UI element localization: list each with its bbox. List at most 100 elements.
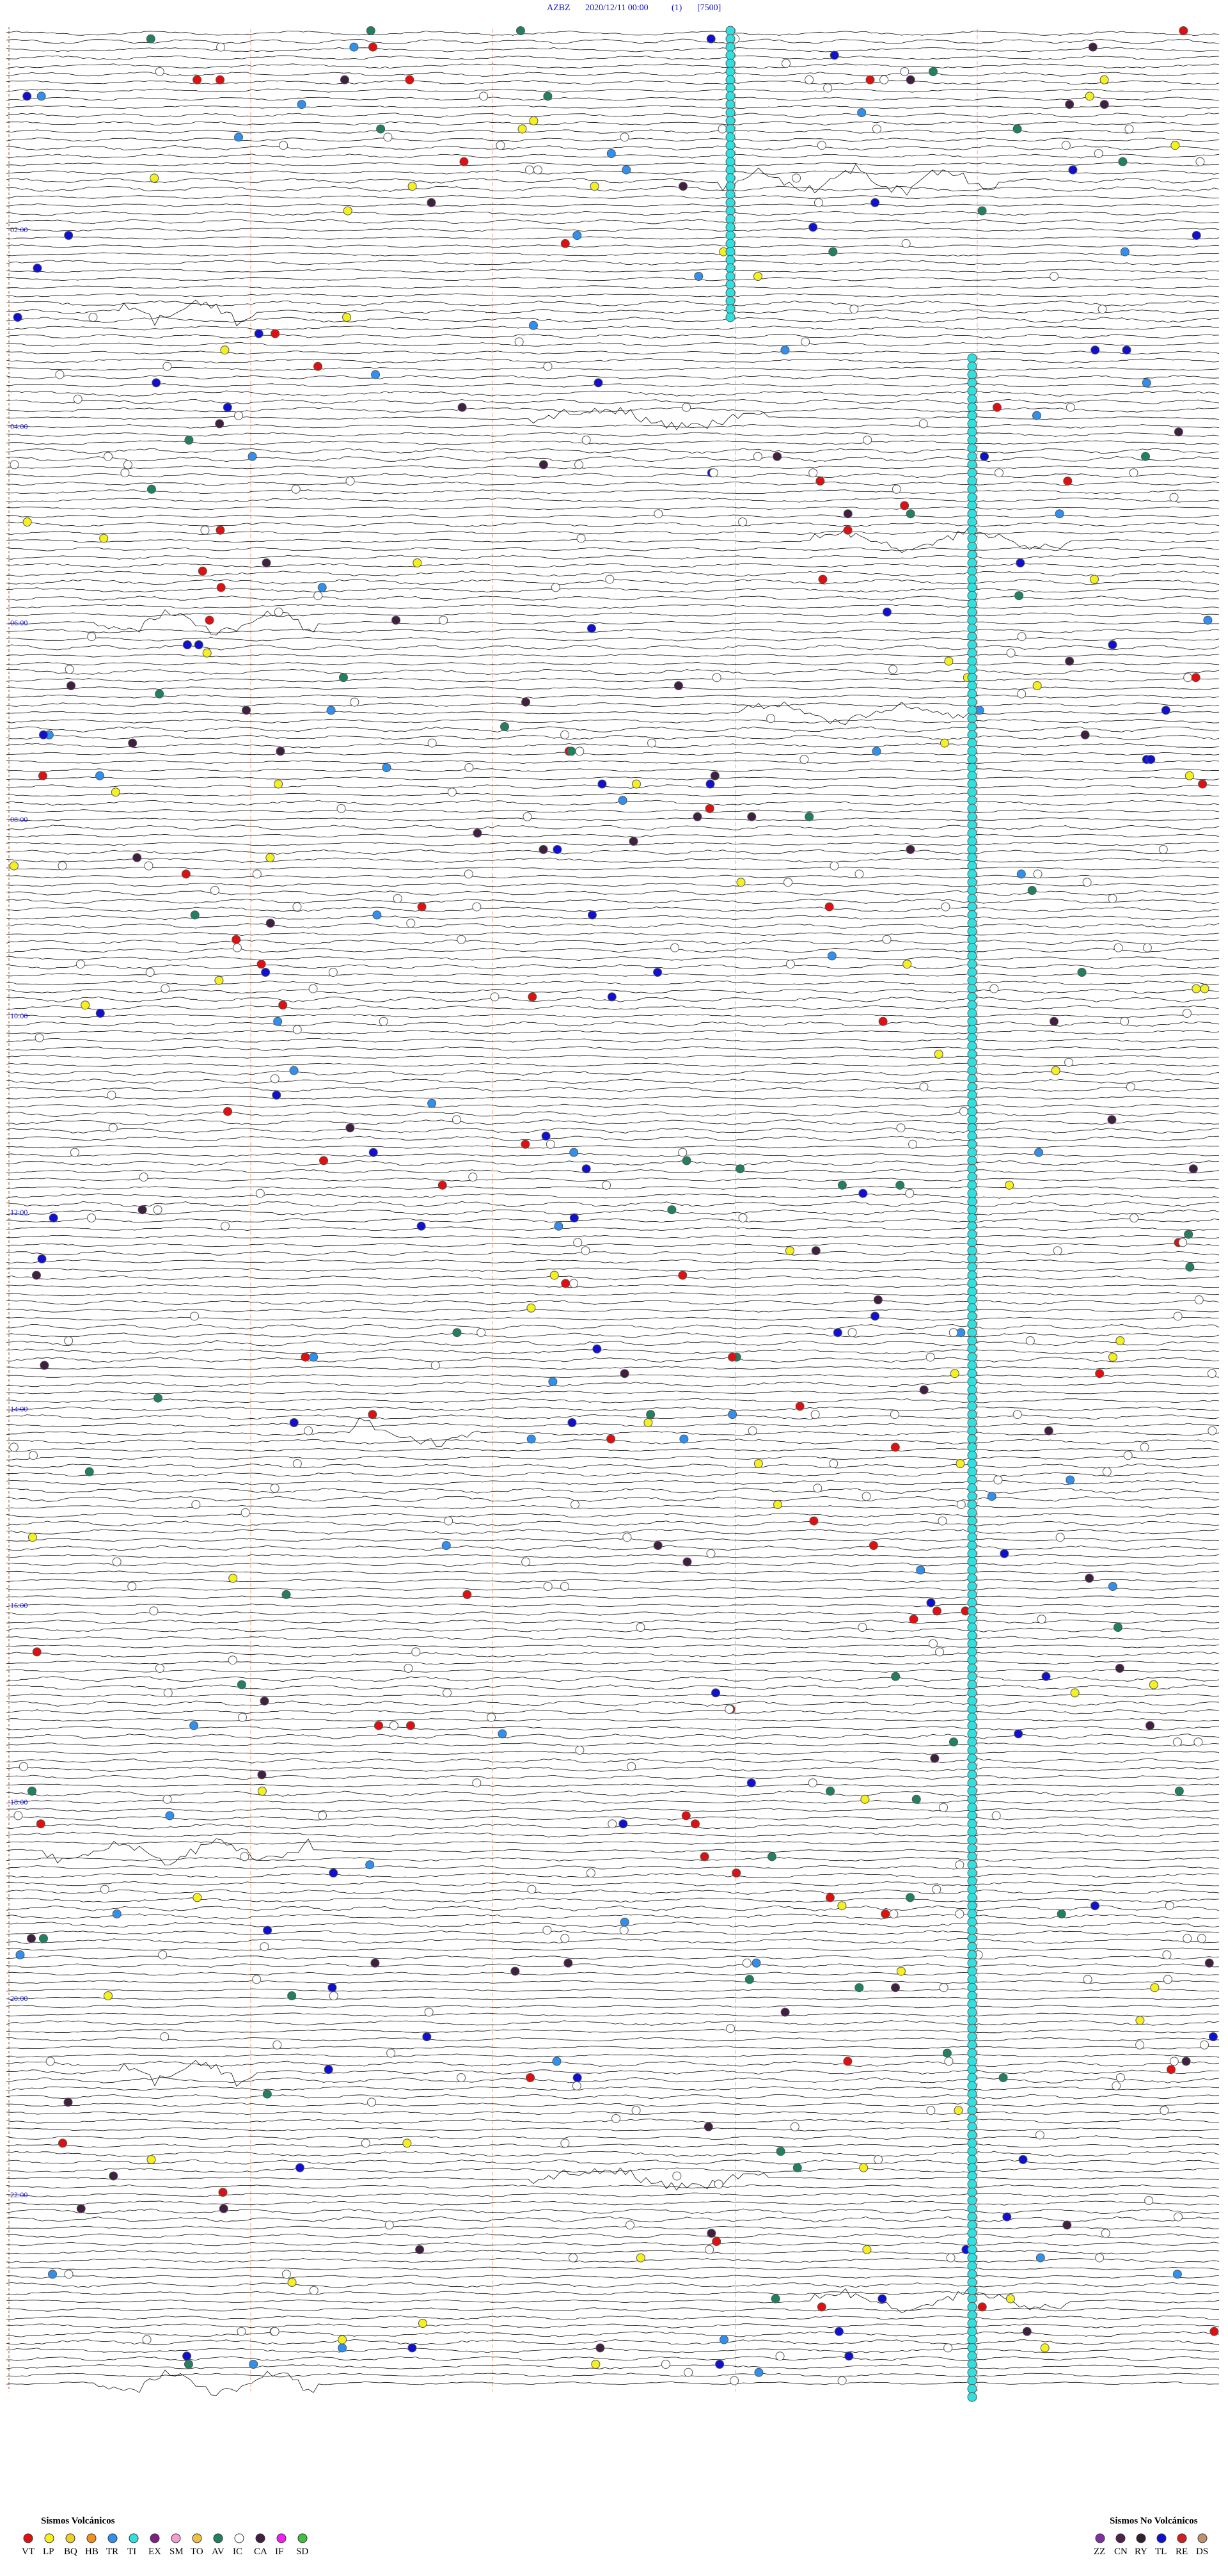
event-marker [568,2253,578,2263]
trace [6,2167,1220,2191]
event-marker [543,1582,553,1591]
event-marker [202,648,212,658]
event-marker [682,1557,692,1567]
event-marker [944,2057,954,2066]
event-marker [967,1631,977,1641]
event-marker [262,558,271,567]
event-marker [967,1909,977,1919]
event-marker [560,2138,570,2148]
event-marker [1061,141,1071,150]
event-marker [967,1221,977,1231]
event-marker [563,1958,573,1968]
event-marker [541,1132,551,1141]
event-marker [487,1712,496,1722]
event-marker [955,1860,964,1870]
trace [6,890,1220,896]
event-marker [967,1196,977,1206]
trace [6,1774,1220,1780]
event-marker [581,1164,591,1174]
trace [6,1693,1220,1698]
event-marker [260,1696,269,1706]
event-marker [667,1205,677,1215]
event-marker [725,255,736,265]
event-marker [967,2269,977,2279]
trace [6,776,1220,780]
event-marker [843,525,853,535]
trace [6,1013,1220,1018]
event-marker [391,615,401,625]
event-marker [1115,2073,1125,2082]
event-marker [847,1328,857,1338]
trace [6,333,1220,339]
event-marker [967,493,977,503]
event-marker [523,812,532,821]
event-marker [911,1794,921,1804]
event-marker [374,1721,384,1730]
event-marker [543,91,553,101]
event-marker [837,2376,847,2385]
event-marker [967,1851,977,1861]
event-marker [967,1189,977,1199]
event-marker [338,673,348,683]
trace [6,1905,1220,1911]
event-marker [123,460,132,470]
event-marker [967,1728,977,1739]
event-marker [1085,1574,1094,1583]
event-marker [967,1237,977,1247]
event-marker [967,2073,977,2083]
event-marker [629,837,638,846]
event-marker [1172,2270,1182,2279]
trace [6,455,1220,462]
event-marker [732,1869,741,1877]
event-marker [70,1148,79,1157]
event-marker [1207,1369,1216,1379]
trace [6,1669,1220,1673]
trace [6,701,1220,725]
trace [6,1423,1220,1428]
station: AZBZ [547,3,571,13]
event-marker [766,714,776,723]
event-marker [329,1991,338,2000]
event-marker [1158,845,1168,854]
event-marker [165,1811,175,1821]
event-marker [725,148,736,159]
event-marker [146,34,155,43]
event-marker [1055,509,1064,519]
event-marker [725,198,736,208]
trace [6,668,1220,676]
trace [6,489,1220,494]
event-marker [693,812,702,821]
event-marker [792,173,801,183]
event-marker [1033,869,1043,879]
trace [6,1726,1220,1731]
event-marker [552,2057,562,2066]
event-marker [967,2245,977,2255]
event-marker [890,1410,899,1419]
event-marker [726,2024,736,2034]
trace [6,1095,1220,1100]
event-marker [111,787,120,797]
event-marker [704,2122,713,2131]
event-marker [967,1655,977,1665]
event-marker [736,1164,745,1174]
trace [6,1603,1220,1608]
event-marker [967,533,977,544]
event-marker [349,42,359,52]
event-marker [1166,2065,1176,2074]
event-marker [967,353,977,363]
event-marker [581,1246,590,1256]
trace [6,866,1220,871]
event-marker [967,2048,977,2058]
event-marker [967,1483,977,1493]
event-marker [1027,886,1037,895]
event-marker [75,960,85,969]
trace [6,203,1220,207]
trace [6,980,1220,986]
event-marker [626,2220,635,2230]
event-marker [572,2073,582,2082]
event-marker [1161,706,1170,715]
event-marker [967,2204,977,2214]
event-marker [560,730,570,739]
event-marker [1123,1451,1133,1460]
event-marker [844,2351,854,2361]
